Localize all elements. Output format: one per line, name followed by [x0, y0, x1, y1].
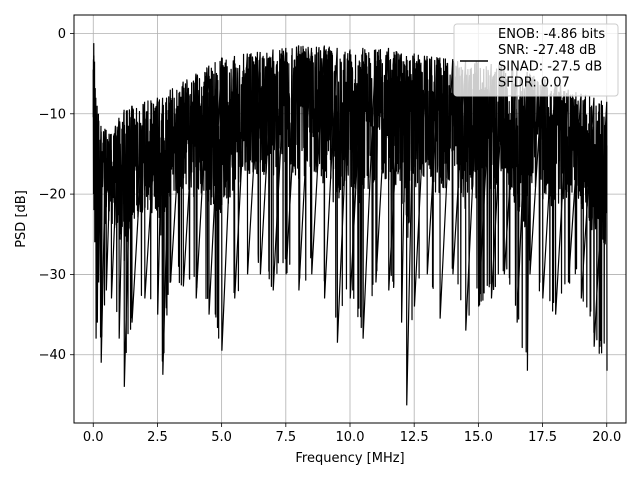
x-tick-label: 0.0 [83, 430, 104, 445]
psd-trace-peaks [92, 43, 608, 406]
x-axis-ticks: 0.0 2.5 5.0 7.5 10.0 12.5 15.0 17.5 20.0 [83, 423, 621, 445]
y-tick-label: −30 [39, 268, 66, 283]
y-axis-ticks: 0 −10 −20 −30 −40 [39, 27, 74, 363]
plot-area [92, 43, 608, 406]
legend-entry: SNR: -27.48 dB [498, 43, 596, 58]
legend-entry: SINAD: -27.5 dB [498, 59, 602, 74]
y-tick-label: 0 [58, 27, 66, 42]
y-axis-label: PSD [dB] [14, 190, 29, 248]
x-axis-label: Frequency [MHz] [295, 451, 404, 466]
x-tick-label: 15.0 [464, 430, 493, 445]
x-tick-label: 2.5 [147, 430, 168, 445]
x-tick-label: 17.5 [528, 430, 557, 445]
legend-entry: ENOB: -4.86 bits [498, 27, 605, 42]
legend-entry: SFDR: 0.07 [498, 76, 570, 91]
x-tick-label: 12.5 [400, 430, 429, 445]
legend-box [453, 23, 619, 97]
x-tick-label: 7.5 [275, 430, 296, 445]
x-tick-label: 10.0 [336, 430, 365, 445]
x-tick-label: 20.0 [592, 430, 621, 445]
y-tick-label: −20 [39, 188, 66, 203]
y-tick-label: −10 [39, 107, 66, 122]
y-tick-label: −40 [39, 348, 66, 363]
x-tick-label: 5.0 [211, 430, 232, 445]
